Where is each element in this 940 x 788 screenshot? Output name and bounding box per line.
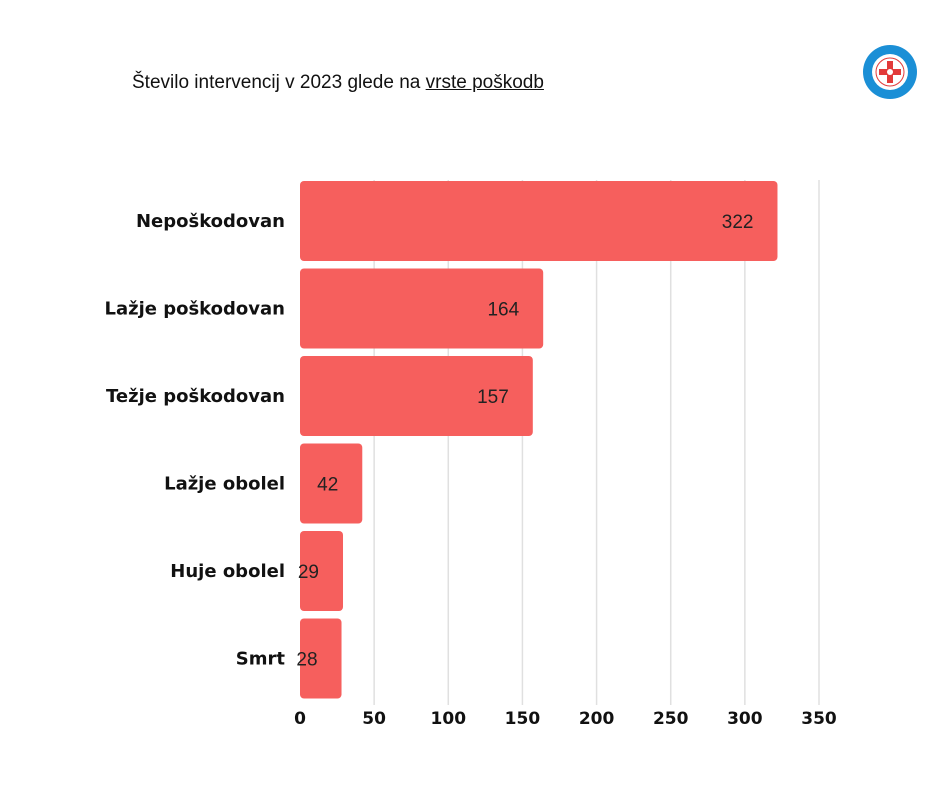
bar [300, 531, 344, 611]
x-tick-label: 50 [362, 709, 386, 729]
bar [300, 356, 533, 436]
data-label: 157 [477, 387, 509, 408]
data-labels: 322 164 157 42 29 28 [296, 212, 753, 671]
x-tick-label: 350 [801, 709, 837, 729]
x-tick-label: 0 [294, 709, 306, 729]
x-axis-ticks: 0 50 100 150 200 250 300 350 [294, 709, 837, 729]
bars [300, 181, 778, 699]
x-tick-label: 300 [727, 709, 763, 729]
x-tick-label: 250 [653, 709, 689, 729]
category-label: Težje poškodovan [106, 386, 285, 407]
category-labels: Nepoškodovan Lažje poškodovan Težje poškod… [104, 211, 285, 670]
category-label: Nepoškodovan [136, 211, 285, 232]
bar [300, 181, 778, 261]
data-label: 29 [298, 562, 319, 583]
x-tick-label: 200 [579, 709, 615, 729]
data-label: 28 [296, 650, 317, 671]
category-label: Lažje obolel [164, 474, 285, 495]
category-label: Lažje poškodovan [104, 299, 285, 320]
chart-title-underlined: vrste poškodb [425, 72, 544, 93]
bar [300, 443, 363, 524]
chart-title: Število intervencij v 2023 glede na vrst… [132, 72, 544, 94]
data-label: 42 [317, 475, 338, 496]
x-tick-label: 100 [431, 709, 467, 729]
category-label: Smrt [236, 649, 286, 670]
data-label: 322 [722, 212, 754, 233]
grid-lines [373, 180, 820, 705]
chart-title-prefix: Število intervencij v 2023 glede na [132, 72, 426, 93]
bar [300, 618, 342, 699]
data-label: 164 [487, 300, 519, 321]
rescue-service-logo-icon [863, 45, 917, 99]
bar [300, 268, 544, 349]
x-tick-label: 150 [505, 709, 541, 729]
category-label: Huje obolel [170, 561, 285, 582]
